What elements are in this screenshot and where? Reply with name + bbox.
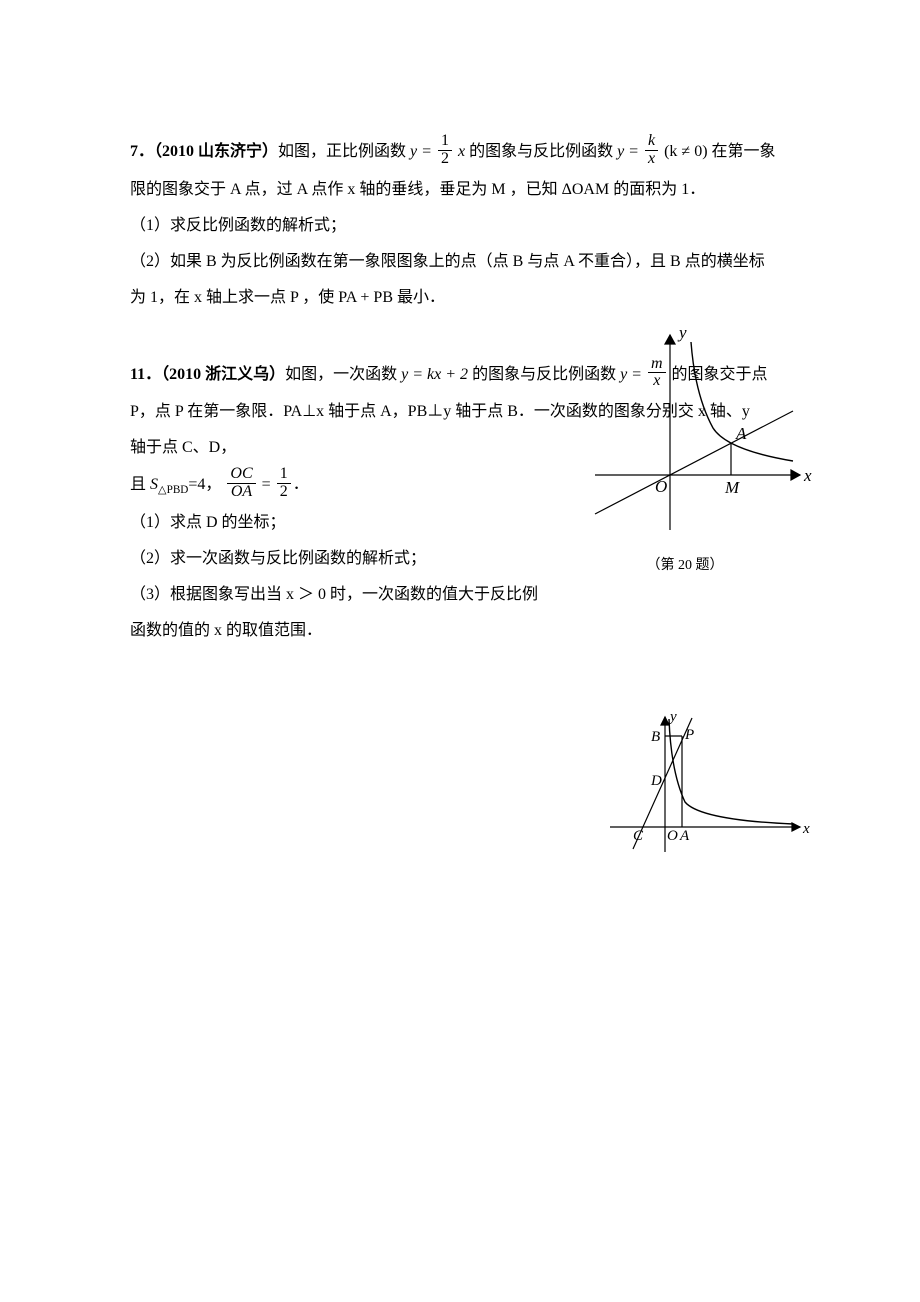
q11-S: S bbox=[150, 476, 158, 493]
q11-line4b: =4， bbox=[188, 476, 225, 493]
q7-text1c: 在第一象 bbox=[708, 143, 776, 160]
q11-part2: （2）求一次函数与反比例函数的解析式； bbox=[130, 543, 560, 575]
q7-figure-wrap: x y O A M （第 20 题） bbox=[555, 320, 815, 580]
q11-text1a: 如图，一次函数 bbox=[285, 366, 401, 383]
q11-figure: x y O A P B D C bbox=[585, 712, 815, 862]
q7-eq1-lhs: y = bbox=[410, 143, 436, 160]
q7-A-label: A bbox=[735, 424, 747, 443]
q11-x-label: x bbox=[802, 821, 810, 837]
question-7: 7．（2010 山东济宁）如图，正比例函数 y = 12 x 的图象与反比例函数… bbox=[130, 135, 810, 314]
q11-line4c: ． bbox=[293, 476, 309, 493]
q7-part2a: （2）如果 B 为反比例函数在第一象限图象上的点（点 B 与点 A 不重合），且… bbox=[130, 246, 810, 278]
q7-eq1-rhs: x bbox=[454, 143, 465, 160]
q7-M-label: M bbox=[724, 478, 740, 497]
q7-caption: （第 20 题） bbox=[555, 552, 815, 580]
q7-eq2-lhs: y = bbox=[617, 143, 643, 160]
q11-number: 11． bbox=[130, 366, 161, 383]
q7-eq1-frac: 12 bbox=[438, 133, 452, 168]
q11-B-label: B bbox=[651, 729, 660, 745]
q11-line4a: 且 bbox=[130, 476, 150, 493]
q11-frac-rhs: 12 bbox=[277, 466, 291, 501]
q11-part3a: （3）根据图象写出当 x ＞ 0 时，一次函数的值大于反比例 bbox=[130, 579, 560, 611]
q11-frac-lhs: OCOA bbox=[227, 466, 255, 501]
q7-x-label: x bbox=[803, 466, 812, 485]
q7-part1: （1）求反比例函数的解析式； bbox=[130, 210, 810, 242]
page: 7．（2010 山东济宁）如图，正比例函数 y = 12 x 的图象与反比例函数… bbox=[0, 0, 920, 1302]
q11-figure-wrap: x y O A P B D C bbox=[585, 712, 815, 862]
q11-source: （2010 浙江义乌） bbox=[161, 366, 285, 383]
q11-narrow-block: （1）求点 D 的坐标； （2）求一次函数与反比例函数的解析式； （3）根据图象… bbox=[130, 507, 560, 647]
q7-eq2-cond: (k ≠ 0) bbox=[660, 143, 707, 160]
q7-text1a: 如图，正比例函数 bbox=[278, 143, 410, 160]
q7-y-label: y bbox=[677, 323, 687, 342]
q7-number: 7． bbox=[130, 143, 154, 160]
q11-eqmid: = bbox=[258, 476, 275, 493]
q11-part1: （1）求点 D 的坐标； bbox=[130, 507, 560, 539]
q7-source: （2010 山东济宁） bbox=[154, 143, 278, 160]
q11-O-label: O bbox=[667, 828, 678, 844]
q7-figure: x y O A M bbox=[555, 320, 815, 550]
q11-S-sub: △PBD bbox=[158, 484, 188, 496]
q7-part2b: 为 1，在 x 轴上求一点 P ，使 PA + PB 最小． bbox=[130, 282, 810, 314]
q11-C-label: C bbox=[633, 828, 644, 844]
q7-O-label: O bbox=[655, 477, 667, 496]
q11-part3b: 函数的值的 x 的取值范围． bbox=[130, 615, 560, 647]
q7-line2: 限的图象交于 A 点，过 A 点作 x 轴的垂线，垂足为 M ，已知 ΔOAM … bbox=[130, 174, 810, 206]
q11-D-label: D bbox=[650, 773, 662, 789]
q11-eq1: y = kx + 2 bbox=[401, 366, 468, 383]
q11-P-label: P bbox=[684, 727, 694, 743]
q7-line1: 7．（2010 山东济宁）如图，正比例函数 y = 12 x 的图象与反比例函数… bbox=[130, 135, 810, 170]
q11-A-label: A bbox=[679, 828, 690, 844]
q11-y-label: y bbox=[668, 712, 677, 725]
q11-eq2-frac: mx bbox=[648, 356, 666, 391]
q7-eq2-frac: kx bbox=[645, 133, 658, 168]
q7-text1b: 的图象与反比例函数 bbox=[465, 143, 617, 160]
